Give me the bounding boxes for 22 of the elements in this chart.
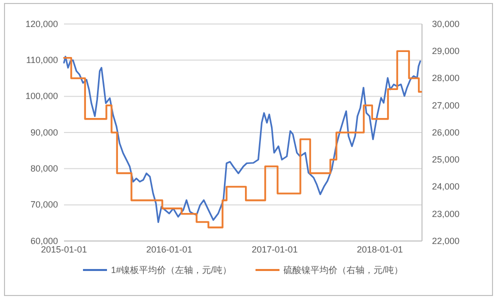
legend-label: 1#镍板平均价（左轴，元/吨） — [110, 265, 232, 275]
y2-tick-label: 22,000 — [432, 236, 460, 246]
y-tick-label: 120,000 — [25, 18, 58, 29]
y2-tick-label: 24,000 — [432, 182, 460, 192]
y-tick-label: 80,000 — [30, 164, 58, 174]
y-tick-label: 70,000 — [30, 200, 58, 210]
x-tick-label: 2018-01-01 — [356, 244, 403, 254]
y2-tick-label: 28,000 — [432, 73, 460, 84]
y2-tick-label: 30,000 — [432, 18, 460, 29]
y-tick-label: 90,000 — [30, 127, 58, 138]
y-tick-label: 60,000 — [30, 236, 58, 246]
y2-tick-label: 26,000 — [432, 127, 460, 138]
x-tick-label: 2016-01-01 — [146, 244, 192, 254]
y2-tick-label: 29,000 — [432, 46, 460, 56]
x-tick-label: 2017-01-01 — [252, 244, 298, 254]
y2-tick-label: 27,000 — [432, 100, 460, 110]
legend-label: 硫酸镍平均价（右轴，元/吨） — [284, 265, 404, 275]
y2-tick-label: 25,000 — [432, 154, 460, 165]
y-tick-label: 100,000 — [25, 91, 58, 102]
y-tick-label: 110,000 — [26, 55, 58, 66]
x-tick-label: 2015-01-01 — [40, 244, 88, 254]
y2-tick-label: 23,000 — [432, 208, 460, 219]
